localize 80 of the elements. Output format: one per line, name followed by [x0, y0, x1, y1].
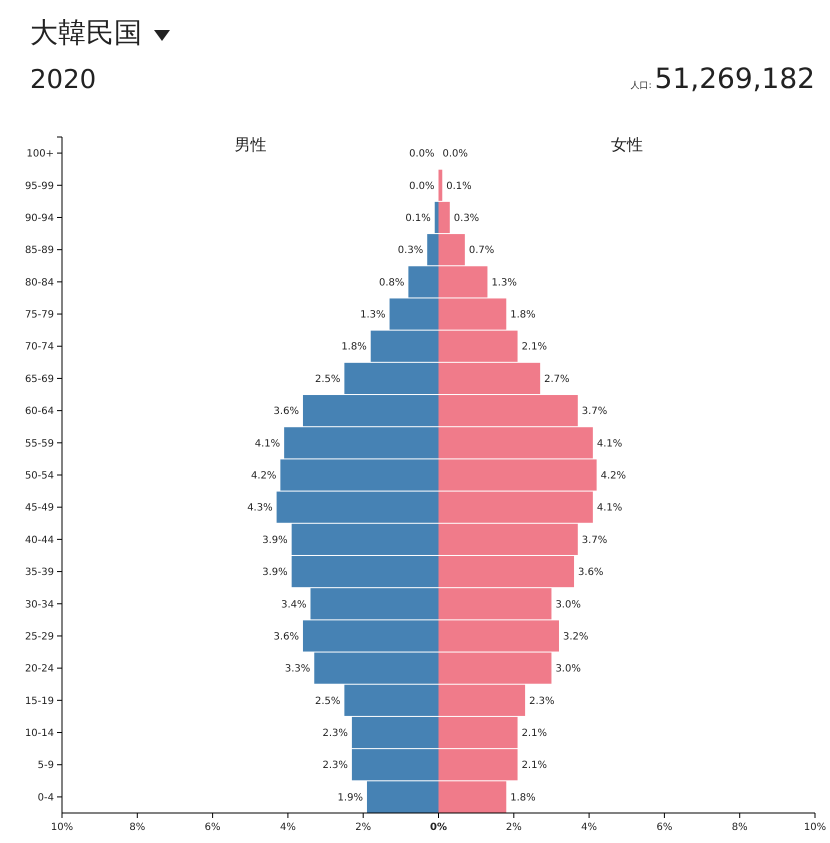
data-label: 3.0%: [555, 664, 581, 675]
data-label: 0.3%: [454, 212, 480, 224]
data-label: 3.6%: [578, 567, 604, 578]
x-tick-label: 10%: [50, 822, 74, 833]
x-tick-label: 6%: [204, 822, 221, 833]
data-label: 2.3%: [529, 696, 554, 707]
x-tick-label: 4%: [280, 822, 296, 833]
data-label: 4.2%: [600, 470, 626, 482]
x-tick-label: 0%: [430, 822, 447, 833]
y-tick-label: 45-49: [24, 502, 54, 514]
data-label: 0.1%: [405, 212, 431, 224]
y-tick-label: 0-4: [38, 792, 54, 804]
data-label: 2.1%: [522, 342, 547, 353]
data-label: 2.1%: [522, 760, 547, 772]
y-tick-label: 65-69: [24, 374, 54, 385]
x-tick-label: 2%: [355, 822, 372, 833]
y-tick-label: 5-9: [38, 760, 54, 772]
data-label: 2.1%: [522, 728, 547, 740]
data-label: 2.5%: [314, 696, 340, 707]
data-label: 0.0%: [442, 148, 468, 160]
y-tick-label: 30-34: [24, 599, 54, 610]
y-tick-label: 55-59: [24, 438, 54, 450]
x-tick-label: 8%: [732, 822, 748, 833]
data-label: 2.3%: [322, 760, 348, 772]
y-tick-label: 50-54: [24, 470, 54, 482]
data-label: 0.7%: [468, 245, 494, 256]
y-tick-label: 35-39: [24, 567, 54, 578]
y-tick-label: 95-99: [24, 180, 54, 192]
chart-title: 男性: [234, 135, 266, 154]
data-label: 4.1%: [596, 502, 622, 514]
data-label: 1.8%: [510, 792, 536, 804]
y-tick-label: 75-79: [24, 310, 54, 321]
y-tick-label: 25-29: [24, 631, 54, 642]
x-tick-label: 2%: [506, 822, 522, 833]
text: 2020: [30, 65, 96, 95]
data-label: 0.1%: [446, 180, 472, 192]
data-label: 4.1%: [596, 438, 622, 450]
x-tick-label: 8%: [129, 822, 146, 833]
y-tick-label: 10-14: [24, 728, 54, 740]
data-label: 3.6%: [274, 631, 299, 642]
x-tick-label: 4%: [581, 822, 598, 833]
text: 51,269,182: [654, 62, 815, 95]
y-tick-label: 100+: [26, 148, 54, 160]
y-tick-label: 80-84: [24, 277, 54, 288]
y-tick-label: 60-64: [24, 406, 54, 418]
data-label: 0.3%: [398, 245, 424, 256]
text: 人口:: [630, 80, 652, 91]
y-tick-label: 20-24: [24, 664, 54, 675]
text: 大韓民国: [30, 16, 142, 49]
data-label: 3.4%: [281, 599, 306, 610]
data-label: 3.3%: [284, 664, 310, 675]
data-label: 4.3%: [247, 502, 273, 514]
data-label: 0.0%: [409, 180, 434, 192]
data-label: 1.8%: [341, 342, 367, 353]
data-label: 1.3%: [491, 277, 517, 288]
x-tick-label: 6%: [656, 822, 672, 833]
y-tick-label: 85-89: [24, 245, 54, 256]
data-label: 3.9%: [262, 534, 288, 546]
data-label: 3.0%: [555, 599, 581, 610]
data-label: 2.5%: [314, 374, 340, 385]
data-label: 4.2%: [250, 470, 276, 482]
data-label: 4.1%: [254, 438, 280, 450]
chart-title: 女性: [610, 135, 643, 154]
x-tick-label: 10%: [804, 822, 826, 833]
data-label: 3.7%: [582, 534, 608, 546]
data-label: 1.3%: [360, 310, 386, 321]
data-label: 2.7%: [544, 374, 570, 385]
data-label: 2.3%: [322, 728, 348, 740]
data-label: 1.8%: [510, 310, 536, 321]
data-label: 0.0%: [409, 148, 434, 160]
data-label: 3.6%: [274, 406, 299, 418]
y-tick-label: 70-74: [24, 342, 54, 353]
data-label: 1.9%: [338, 792, 363, 804]
data-label: 3.9%: [262, 567, 288, 578]
y-tick-label: 15-19: [24, 696, 54, 707]
data-label: 3.2%: [562, 631, 588, 642]
data-label: 3.7%: [582, 406, 608, 418]
data-label: 0.8%: [378, 277, 404, 288]
y-tick-label: 90-94: [24, 212, 54, 224]
y-tick-label: 40-44: [24, 534, 54, 546]
